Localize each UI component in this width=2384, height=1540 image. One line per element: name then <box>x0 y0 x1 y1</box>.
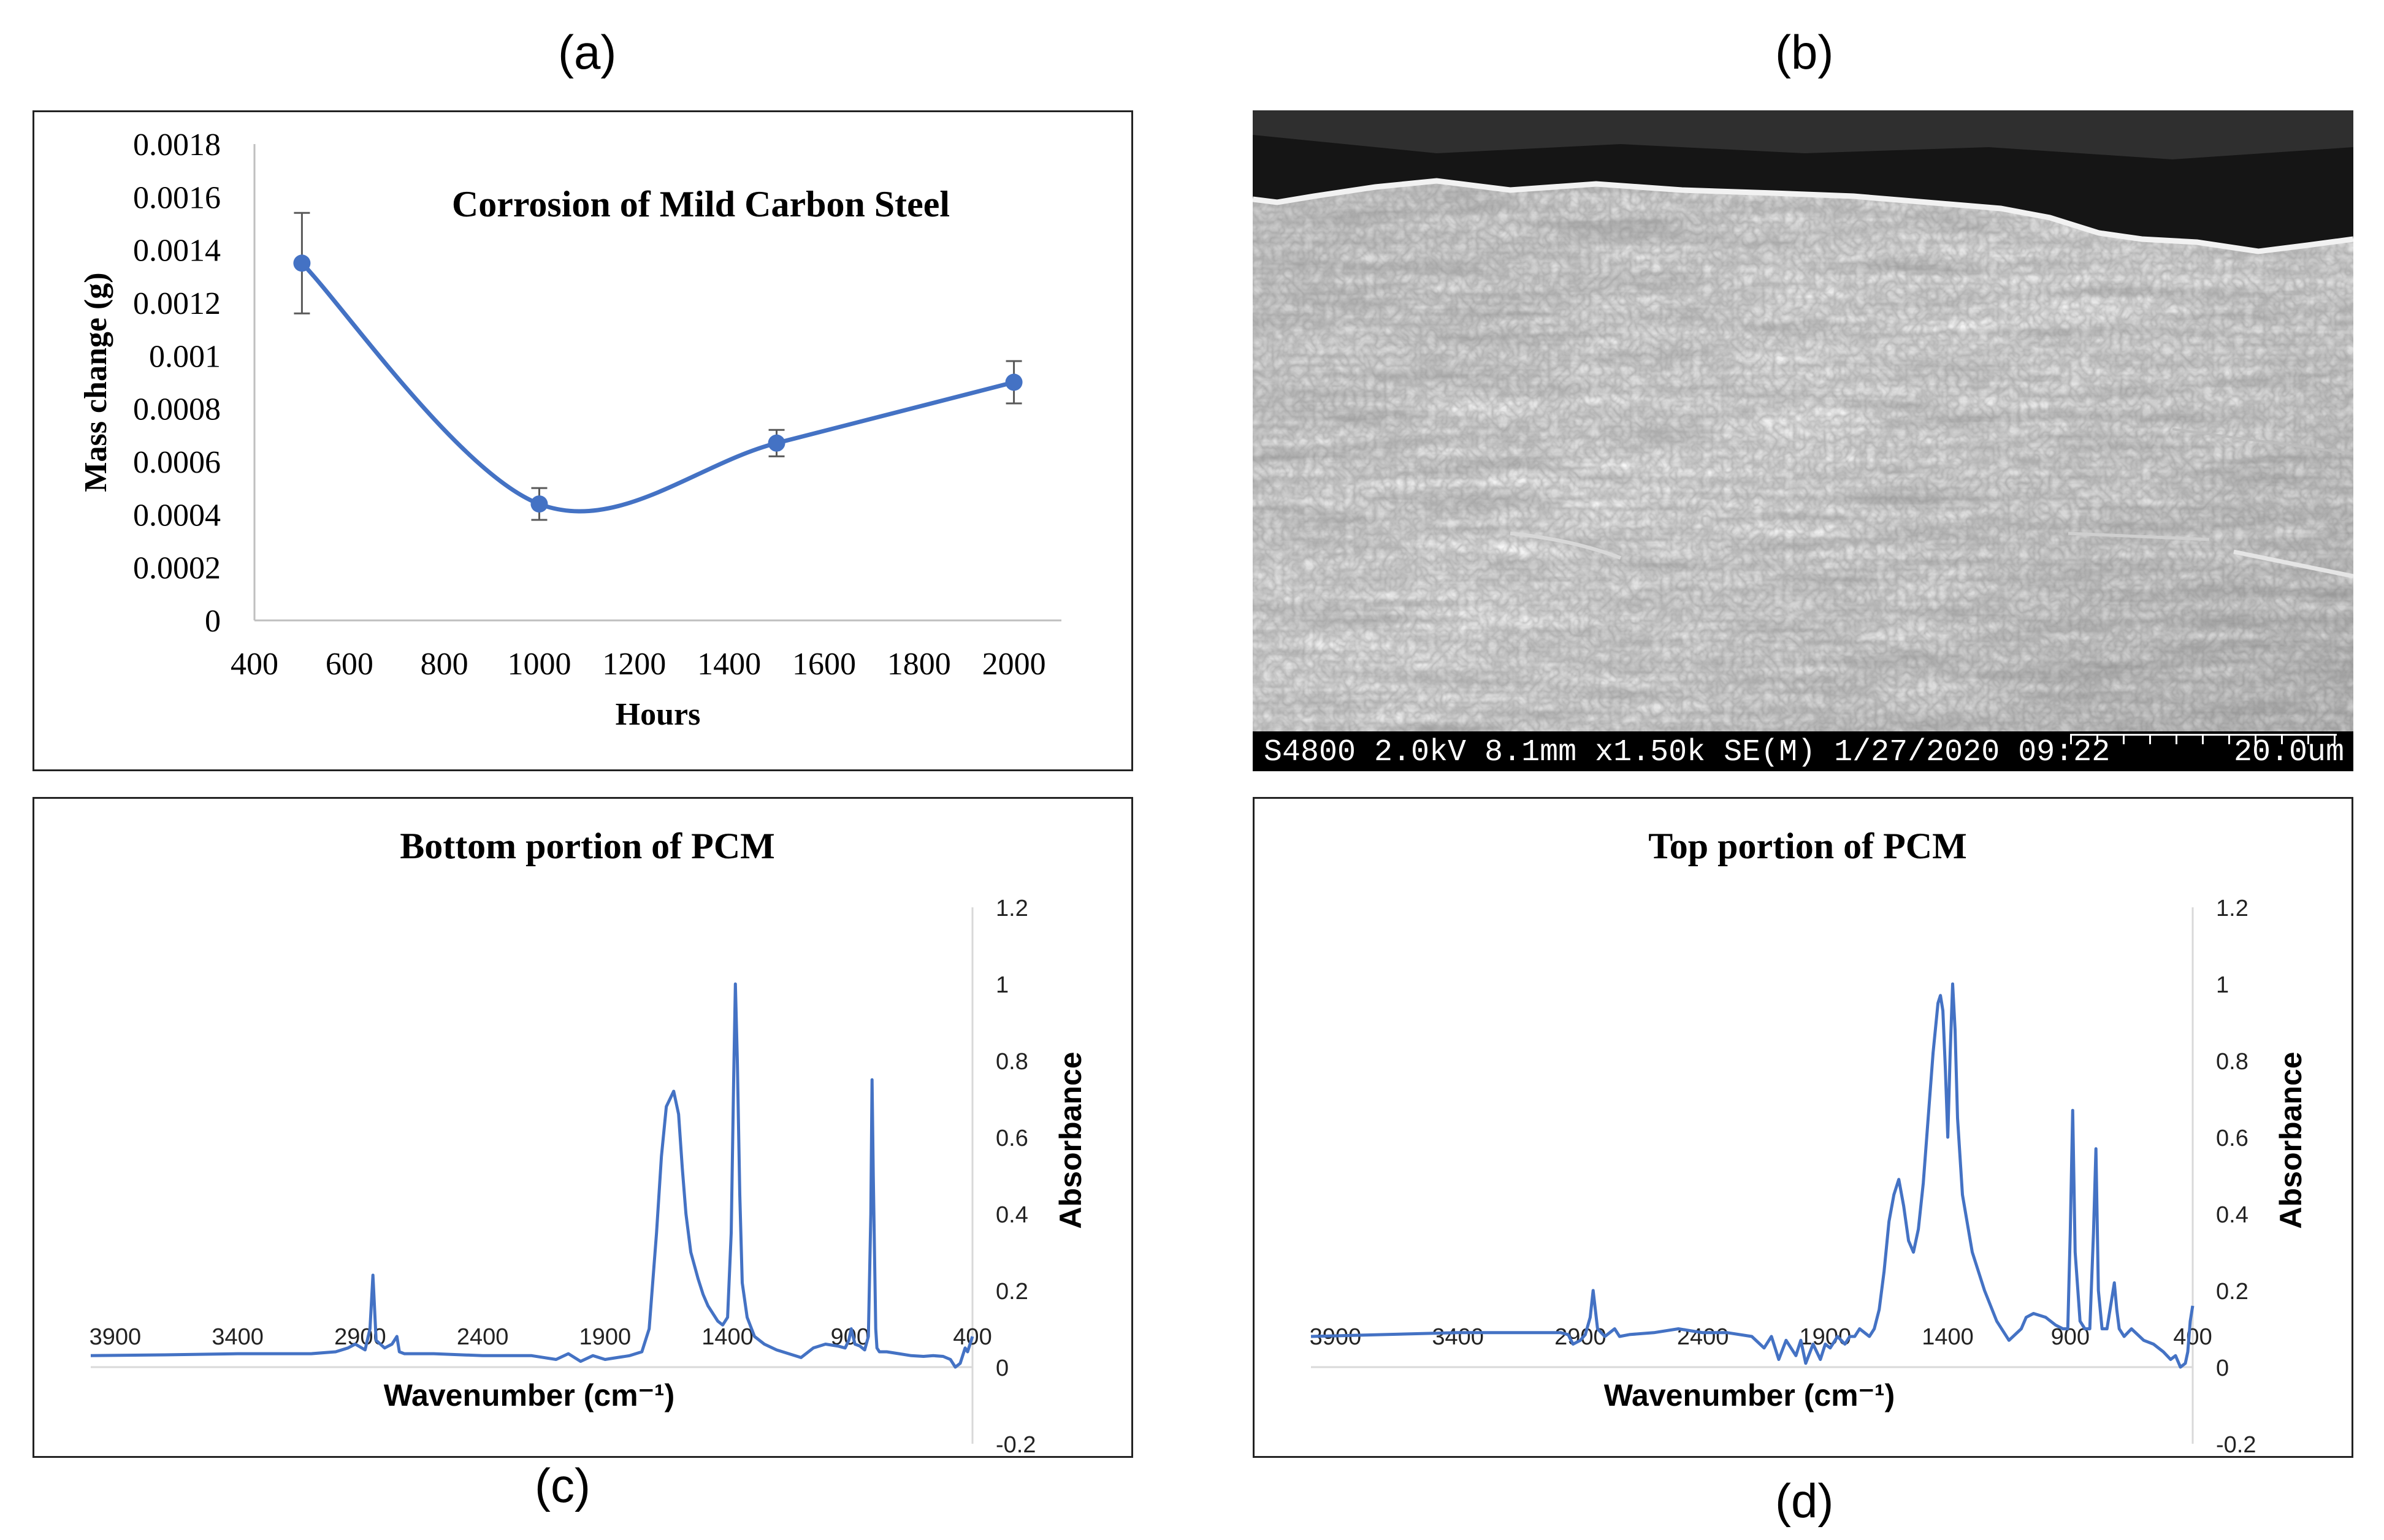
chart-d-y-tick-label: -0.2 <box>2216 1432 2256 1458</box>
chart-c-y-tick-label: -0.2 <box>996 1432 1036 1458</box>
chart-a-series-line <box>300 261 1015 514</box>
chart-d-y-tick-label: 0.2 <box>2216 1279 2248 1305</box>
sem-info-text: S4800 2.0kV 8.1mm x1.50k SE(M) 1/27/2020… <box>1264 735 2111 770</box>
chart-c-x-label: Wavenumber (cm⁻¹) <box>384 1378 675 1412</box>
chart-d-x-tick-label: 1400 <box>1922 1324 1974 1350</box>
chart-d-y-label: Absorbance <box>2274 1052 2308 1229</box>
chart-d-x-tick-label: 3400 <box>1432 1324 1484 1350</box>
chart-d-y-tick-label: 0.4 <box>2216 1202 2248 1228</box>
chart-c-y-tick-label: 0.4 <box>996 1202 1028 1228</box>
chart-a-x-tick-label: 1600 <box>792 647 856 682</box>
chart-d-title: Top portion of PCM <box>1648 826 1967 866</box>
chart-d-x-tick-label: 2400 <box>1677 1324 1729 1350</box>
chart-a-y-tick-label: 0.0006 <box>133 445 221 480</box>
panel-label-a: (a) <box>558 25 617 79</box>
chart-a-x-tick-label: 1200 <box>602 647 666 682</box>
chart-a-y-tick-label: 0.0018 <box>133 128 221 162</box>
chart-a-y-tick-label: 0.001 <box>149 339 221 374</box>
sem-scale-ruler <box>2070 734 2337 744</box>
chart-a-x-tick-label: 800 <box>421 647 468 682</box>
chart-a-x-tick-label: 1000 <box>507 647 571 682</box>
chart-d-y-tick-label: 0.6 <box>2216 1126 2248 1151</box>
chart-c-x-tick-label: 3400 <box>212 1324 264 1350</box>
chart-c-x-tick-label: 1900 <box>579 1324 632 1350</box>
sem-scale-text: 20.0um <box>2234 735 2345 770</box>
chart-c-y-tick-label: 1.2 <box>996 896 1028 921</box>
chart-c: Bottom portion of PCM -0.2 0 0.2 0.4 0.6 0.8 1 1… <box>90 826 1088 1458</box>
chart-d-y-tick-label: 1.2 <box>2216 896 2248 921</box>
chart-c-y-tick-label: 0.2 <box>996 1279 1028 1305</box>
chart-c-y-tick-label: 0 <box>996 1355 1009 1381</box>
chart-c-x-tick-label: 2400 <box>457 1324 509 1350</box>
chart-a-y-label: Mass change (g) <box>78 272 113 492</box>
sem-info-bar: S4800 2.0kV 8.1mm x1.50k SE(M) 1/27/2020… <box>1253 731 2353 771</box>
chart-a-y-tick-label: 0.0002 <box>133 551 221 586</box>
chart-d-x-label: Wavenumber (cm⁻¹) <box>1604 1378 1895 1412</box>
chart-c-y-tick-label: 1 <box>996 972 1009 998</box>
panel-label-d: (d) <box>1775 1474 1834 1528</box>
chart-a-y-tick-label: 0 <box>205 604 221 639</box>
chart-c-y-tick-label: 0.8 <box>996 1049 1028 1075</box>
chart-a-data-point <box>1005 373 1023 391</box>
chart-a-x-tick-label: 1400 <box>697 647 761 682</box>
sem-image <box>1253 110 2353 731</box>
chart-d-x-tick-label: 400 <box>2173 1324 2212 1350</box>
chart-a-y-tick-label: 0.0016 <box>133 180 221 215</box>
chart-d-y-tick-label: 0 <box>2216 1355 2229 1381</box>
chart-d: Top portion of PCM -0.2 0 0.2 0.4 0.6 0.8 1 1.2 3… <box>1310 826 2308 1458</box>
panel-label-c: (c) <box>535 1458 590 1512</box>
chart-a-x-tick-label: 1800 <box>887 647 951 682</box>
chart-c-frame <box>32 797 1133 1458</box>
chart-d-y-tick-label: 0.8 <box>2216 1049 2248 1075</box>
chart-a-y-tick-label: 0.0014 <box>133 234 221 269</box>
chart-a-y-tick-label: 0.0012 <box>133 286 221 321</box>
chart-c-x-tick-label: 1400 <box>701 1324 754 1350</box>
sem-texture <box>1253 110 2353 731</box>
chart-a-x-tick-label: 600 <box>326 647 373 682</box>
chart-a-y-tick-label: 0.0008 <box>133 392 221 427</box>
panel-label-b: (b) <box>1775 25 1834 79</box>
chart-c-x-tick-label: 3900 <box>90 1324 142 1350</box>
chart-c-title: Bottom portion of PCM <box>400 826 775 866</box>
chart-c-y-tick-label: 0.6 <box>996 1126 1028 1151</box>
chart-a-data-point <box>530 495 548 513</box>
chart-a: 0 0.0002 0.0004 0.0006 0.0008 0.001 0.0012 0.00… <box>78 128 1061 732</box>
chart-a-x-label: Hours <box>616 697 701 732</box>
chart-a-title: Corrosion of Mild Carbon Steel <box>452 184 950 224</box>
chart-a-data-point <box>768 434 785 452</box>
chart-a-frame <box>32 110 1133 771</box>
chart-d-spectrum-line <box>1310 982 2195 1369</box>
chart-a-x-tick-label: 2000 <box>982 647 1046 682</box>
chart-d-y-tick-label: 1 <box>2216 972 2229 998</box>
chart-a-x-tick-label: 400 <box>231 647 278 682</box>
chart-a-y-tick-label: 0.0004 <box>133 498 221 533</box>
chart-c-y-label: Absorbance <box>1053 1052 1088 1229</box>
chart-a-data-point <box>293 254 311 272</box>
chart-c-spectrum-line <box>90 982 974 1369</box>
